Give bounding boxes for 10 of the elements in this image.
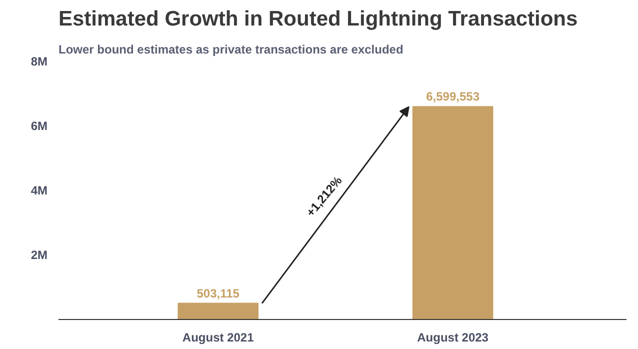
x-tick-label: August 2023 — [417, 330, 489, 344]
chart-title: Estimated Growth in Routed Lightning Transactions — [58, 8, 578, 30]
y-tick-label: 2M — [30, 248, 48, 262]
data-label: 503,115 — [196, 286, 240, 300]
y-tick-label: 8M — [30, 54, 48, 68]
y-tick-label: 6M — [30, 119, 48, 133]
y-tick-label: 4M — [30, 184, 48, 198]
data-label: 6,599,553 — [426, 90, 480, 104]
x-tick-label: August 2021 — [182, 330, 254, 344]
chart-subtitle: Lower bound estimates as private transactions are excluded — [58, 42, 404, 56]
